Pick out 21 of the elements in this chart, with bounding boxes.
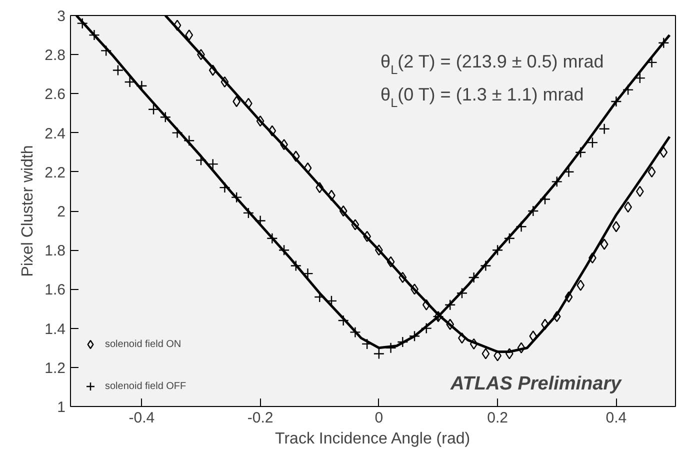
y-tick-label: 1.8 xyxy=(44,242,66,260)
y-axis-title: Pixel Cluster width xyxy=(20,145,37,277)
x-tick-label: 0.2 xyxy=(487,410,508,426)
x-tick-label: 0 xyxy=(374,410,384,426)
x-tick-label: 0.4 xyxy=(606,410,627,426)
y-tick-label: 2.8 xyxy=(44,47,66,64)
annotation: ATLAS Preliminary xyxy=(450,374,623,394)
legend-label: solenoid field OFF xyxy=(105,380,186,392)
y-tick-label: 2.4 xyxy=(44,125,66,142)
legend-label: solenoid field ON xyxy=(105,338,182,350)
x-tick-label: -0.4 xyxy=(128,410,155,426)
y-tick-label: 2.6 xyxy=(44,86,66,104)
y-tick-label: 1.2 xyxy=(44,360,66,377)
y-tick-label: 2 xyxy=(57,204,66,220)
x-axis-title: Track Incidence Angle (rad) xyxy=(275,430,470,448)
y-tick-label: 1 xyxy=(57,399,66,416)
y-tick-label: 2.2 xyxy=(44,164,66,182)
x-tick-label: -0.2 xyxy=(247,410,274,426)
y-tick-label: 1.4 xyxy=(44,320,66,338)
y-tick-label: 1.6 xyxy=(44,282,66,299)
y-tick-label: 3 xyxy=(57,8,66,25)
